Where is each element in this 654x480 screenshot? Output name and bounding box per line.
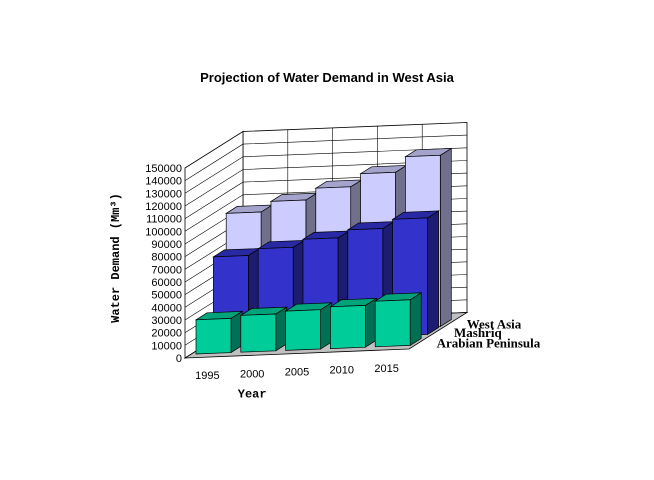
bar-arabian-peninsula-2015 [374, 299, 411, 348]
series-label: Mashriq [454, 325, 502, 340]
bar-mashriq-2015-side [427, 210, 439, 336]
y-tick-label: 40000 [151, 302, 182, 314]
y-tick-label: 150000 [145, 163, 182, 175]
gridline [184, 134, 468, 181]
y-tick-label: 90000 [151, 239, 182, 251]
y-tick-label: 10000 [151, 340, 182, 352]
x-tick-label: 1995 [195, 370, 219, 382]
y-tick-label: 110000 [146, 214, 182, 226]
bar-arabian-peninsula-2010-side [365, 297, 377, 348]
y-tick-label: 60000 [151, 277, 182, 289]
y-tick-label: 140000 [145, 176, 182, 188]
x-tick-label: 2015 [374, 363, 398, 375]
y-tick-label: 130000 [145, 188, 182, 200]
y-tick-label: 50000 [151, 290, 182, 302]
series-label: Arabian Peninsula [437, 336, 541, 351]
chart-title: Projection of Water Demand in West Asia [200, 70, 454, 85]
gridline [184, 147, 468, 194]
bar-arabian-peninsula-2015-side [409, 292, 422, 347]
y-tick-label: 20000 [151, 328, 182, 340]
gridline [184, 160, 468, 207]
y-tick-label: 80000 [151, 252, 182, 264]
bar-arabian-peninsula-2005 [285, 309, 321, 351]
y-tick-label: 70000 [151, 264, 182, 276]
x-axis-title: Year [238, 387, 267, 401]
bar-arabian-peninsula-2005-side [320, 302, 332, 350]
x-tick-label: 2005 [285, 367, 309, 379]
y-tick-label: 120000 [145, 201, 182, 213]
y-tick-label: 30000 [151, 315, 182, 327]
y-axis-title: Water Demand (Mm³) [109, 193, 123, 323]
x-tick-label: 2010 [330, 365, 354, 377]
y-tick-label: 100000 [145, 226, 182, 238]
bar-arabian-peninsula-2000-side [275, 306, 288, 352]
bar-west-asia-2015-side [439, 147, 452, 328]
x-tick-label: 2000 [240, 368, 264, 380]
bar-arabian-peninsula-1995 [195, 318, 232, 355]
y-tick-label: 0 [176, 353, 182, 365]
bar-arabian-peninsula-2010 [330, 305, 366, 349]
bar-arabian-peninsula-2000 [240, 313, 277, 353]
series-label: West Asia [467, 317, 522, 332]
